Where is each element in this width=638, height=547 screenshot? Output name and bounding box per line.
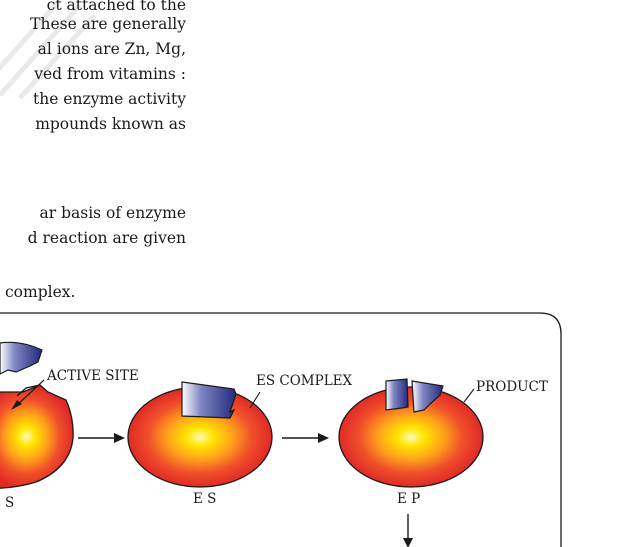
arrow-2 [282,433,329,443]
substrate-2 [181,381,237,419]
text-line: ct attached to the [46,0,186,14]
es-complex-pointer [249,391,261,409]
text-line: al ions are Zn, Mg, [37,40,186,58]
es-complex-label: ES COMPLEX [256,373,353,389]
product-label: PRODUCT [476,379,548,395]
text-line: d reaction are given [27,229,186,247]
product-pieces [385,378,444,413]
text-line: the enzyme activity [33,90,186,108]
text-line: These are generally [30,15,186,33]
text-line: mpounds known as [35,115,186,133]
active-site-label: ACTIVE SITE [46,368,139,384]
substrate-1 [0,341,43,375]
arrow-down [403,514,413,547]
text-line: ar basis of enzyme [39,204,186,222]
stage-3-label: E P [397,491,420,507]
caption-fragment: complex. [5,283,76,301]
enzyme-3 [338,386,484,488]
stage-2-label: E S [193,491,216,507]
figure-frame [0,312,562,547]
stage-1-label: S [5,495,14,511]
product-pointer [463,388,475,403]
enzyme-1 [0,384,74,489]
arrow-1 [78,433,125,443]
text-line: ved from vitamins : [34,65,186,83]
